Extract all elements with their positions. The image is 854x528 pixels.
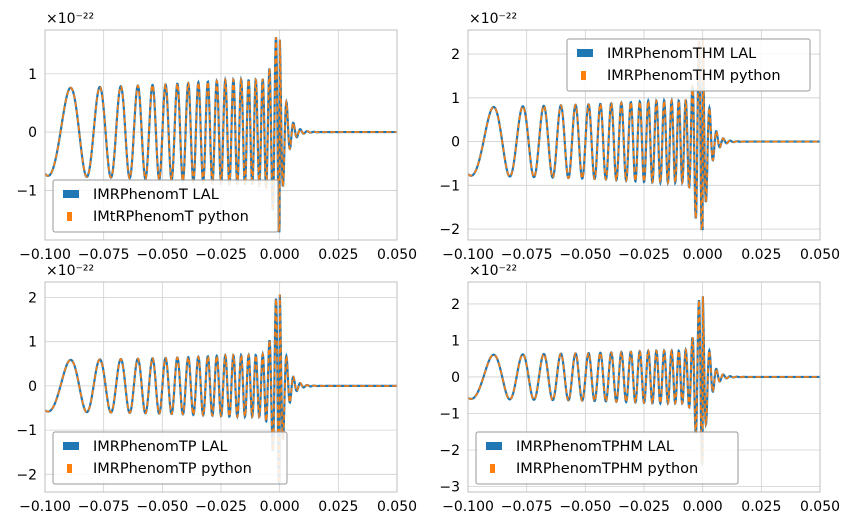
y-tick-label: −1 xyxy=(16,183,37,199)
legend-swatch-python xyxy=(581,71,586,80)
y-tick-label: 2 xyxy=(451,47,460,63)
legend-entry: IMRPhenomTPHM LAL xyxy=(516,439,674,455)
y-tick-label: 1 xyxy=(451,91,460,107)
y-tick-label: 0 xyxy=(28,125,37,141)
legend-entry: IMRPhenomTP LAL xyxy=(93,439,228,455)
axes-frame xyxy=(467,281,821,493)
x-tick-label: −0.100 xyxy=(19,247,71,263)
legend-entry: IMRPhenomTHM LAL xyxy=(607,46,756,62)
x-tick-label: 0.050 xyxy=(800,247,840,263)
y-tick-label: 2 xyxy=(451,297,460,313)
x-tick-label: −0.100 xyxy=(442,247,494,263)
x-tick-label: −0.050 xyxy=(559,499,611,515)
x-tick-label: −0.025 xyxy=(618,247,670,263)
x-tick-label: 0.025 xyxy=(318,499,358,515)
series-line-python xyxy=(468,296,820,466)
y-tick-label: 1 xyxy=(28,335,37,351)
y-offset-label: ×10⁻²² xyxy=(46,263,94,279)
x-tick-label: 0.000 xyxy=(260,499,300,515)
x-tick-label: −0.025 xyxy=(195,499,247,515)
x-tick-label: 0.025 xyxy=(741,247,781,263)
legend-swatch-lal xyxy=(63,442,79,450)
x-tick-label: 0.050 xyxy=(377,499,417,515)
y-tick-label: −2 xyxy=(439,443,460,459)
legend-swatch-python xyxy=(490,464,495,473)
subplot-1: −0.100 −0.075 −0.050 −0.025 0.000 0.025 0.050 −… xyxy=(16,11,417,263)
axes-frame xyxy=(467,29,821,241)
x-tick-label: −0.025 xyxy=(195,247,247,263)
y-offset-label: ×10⁻²² xyxy=(46,11,94,27)
x-tick-label: 0.000 xyxy=(683,247,723,263)
legend-entry: IMtRPhenomT python xyxy=(93,209,249,225)
legend-swatch-lal xyxy=(63,190,79,198)
x-tick-label: 0.000 xyxy=(683,499,723,515)
x-tick-label: −0.100 xyxy=(19,499,71,515)
y-tick-label: −1 xyxy=(16,423,37,439)
legend-entry: IMRPhenomTPHM python xyxy=(516,461,698,477)
x-tick-label: −0.075 xyxy=(78,247,130,263)
x-tick-label: −0.075 xyxy=(78,499,130,515)
series-line-python xyxy=(45,294,397,484)
x-tick-label: 0.050 xyxy=(800,499,840,515)
y-tick-label: −2 xyxy=(16,467,37,483)
legend: IMRPhenomTP LAL IMRPhenomTP python xyxy=(52,431,288,485)
x-tick-label: −0.050 xyxy=(559,247,611,263)
y-tick-label: 0 xyxy=(28,379,37,395)
y-tick-label: 1 xyxy=(451,333,460,349)
y-tick-label: 1 xyxy=(28,67,37,83)
legend-box xyxy=(475,431,739,485)
legend: IMRPhenomT LAL IMtRPhenomT python xyxy=(52,179,279,233)
legend-swatch-lal xyxy=(577,49,593,57)
y-tick-label: −1 xyxy=(439,406,460,422)
y-tick-label: 0 xyxy=(451,135,460,151)
x-tick-label: −0.025 xyxy=(618,499,670,515)
legend: IMRPhenomTHM LAL IMRPhenomTHM python xyxy=(566,38,811,92)
y-tick-label: −2 xyxy=(439,222,460,238)
subplot-3: −0.100 −0.075 −0.050 −0.025 0.000 0.025 0.050 −… xyxy=(16,263,417,515)
axes-frame xyxy=(44,29,398,241)
legend-box xyxy=(52,431,288,485)
legend-swatch-python xyxy=(67,212,72,221)
legend-entry: IMRPhenomT LAL xyxy=(93,187,219,203)
legend-entry: IMRPhenomTP python xyxy=(93,461,252,477)
x-tick-label: −0.075 xyxy=(501,499,553,515)
y-tick-label: −3 xyxy=(439,480,460,496)
x-tick-label: −0.050 xyxy=(136,499,188,515)
x-tick-label: 0.025 xyxy=(741,499,781,515)
x-tick-label: −0.100 xyxy=(442,499,494,515)
y-tick-label: 2 xyxy=(28,290,37,306)
subplot-2: −0.100 −0.075 −0.050 −0.025 0.000 0.025 0.050 −… xyxy=(439,11,840,263)
x-tick-label: −0.050 xyxy=(136,247,188,263)
series-line-python xyxy=(468,38,820,230)
legend-swatch-lal xyxy=(486,442,502,450)
axes-frame xyxy=(44,281,398,493)
legend-swatch-python xyxy=(67,464,72,473)
y-tick-label: 0 xyxy=(451,370,460,386)
legend: IMRPhenomTPHM LAL IMRPhenomTPHM python xyxy=(475,431,739,485)
y-offset-label: ×10⁻²² xyxy=(469,11,517,27)
legend-entry: IMRPhenomTHM python xyxy=(607,68,781,84)
legend-box xyxy=(52,179,279,233)
y-tick-label: −1 xyxy=(439,178,460,194)
subplot-4: −0.100 −0.075 −0.050 −0.025 0.000 0.025 0.050 −… xyxy=(439,263,840,515)
x-tick-label: 0.000 xyxy=(260,247,300,263)
x-tick-label: 0.050 xyxy=(377,247,417,263)
x-tick-label: 0.025 xyxy=(318,247,358,263)
y-offset-label: ×10⁻²² xyxy=(469,263,517,279)
legend-box xyxy=(566,38,811,92)
x-tick-label: −0.075 xyxy=(501,247,553,263)
